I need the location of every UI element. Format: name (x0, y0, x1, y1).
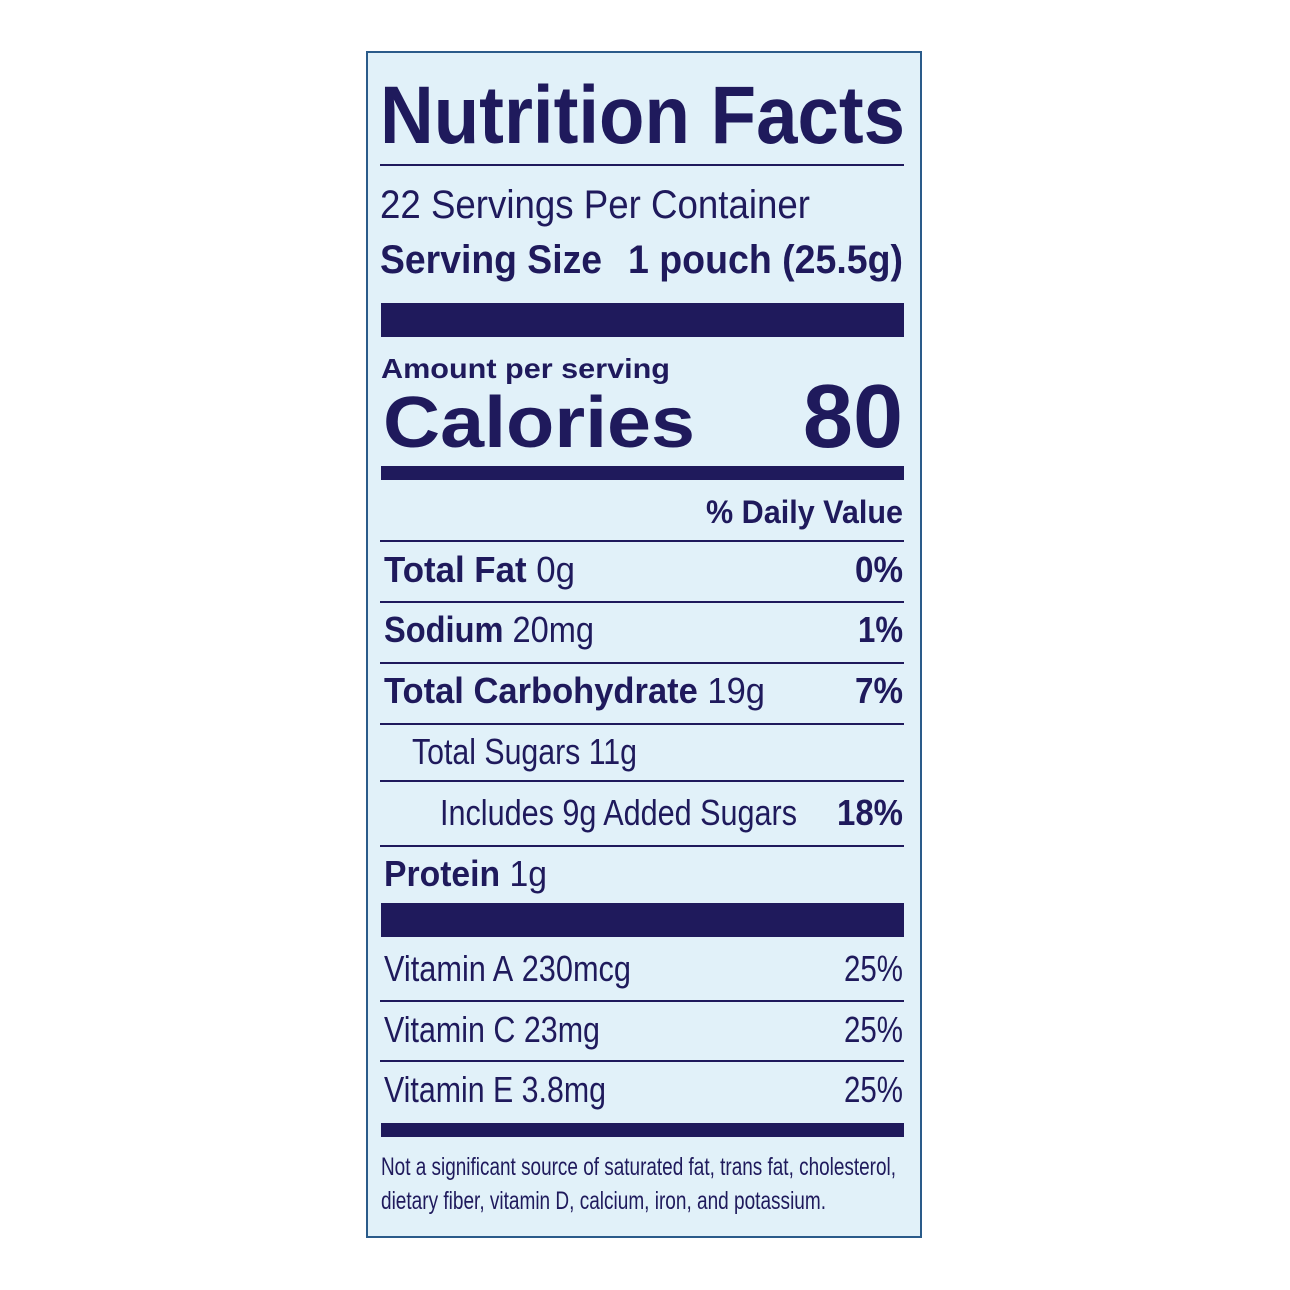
nutrient-amount: 1g (509, 853, 547, 894)
nutrient-amount: 230mcg (522, 948, 631, 989)
calories-value: 80 (803, 367, 903, 467)
row-text: Total Carbohydrate19g (384, 670, 765, 711)
daily-value: 1% (858, 609, 903, 650)
serving-size-label: Serving Size (380, 238, 602, 282)
thick-bar (381, 903, 904, 937)
nutrient-name: Total Carbohydrate (384, 670, 698, 711)
nutrient-name: Vitamin A (384, 948, 513, 989)
daily-value: 25% (844, 1069, 903, 1110)
medium-bar (381, 1123, 904, 1137)
nutrient-amount: 3.8mg (522, 1069, 606, 1110)
nutrient-name: Sodium (384, 609, 503, 650)
nutrient-amount: 19g (707, 670, 765, 711)
row-text: Sodium20mg (384, 609, 594, 650)
nutrient-name: Total Fat (384, 549, 527, 590)
calories-label: Calories (383, 383, 695, 463)
row-text: Vitamin A230mcg (384, 948, 631, 989)
title: Nutrition Facts (380, 70, 905, 161)
row-text: Total Fat 0g (384, 549, 575, 590)
daily-value: 0% (855, 549, 903, 590)
serving-size-value: 1 pouch (25.5g) (628, 238, 903, 282)
nutrient-amount: 20mg (512, 609, 594, 650)
nutrient-name: Includes 9g Added Sugars (440, 792, 797, 833)
row-text: Protein1g (384, 853, 547, 894)
nutrient-name: Vitamin C (384, 1009, 515, 1050)
row-text: Vitamin C23mg (384, 1009, 600, 1050)
daily-value: 7% (855, 670, 903, 711)
nutrient-amount: 11g (589, 731, 637, 772)
thick-bar (381, 303, 904, 337)
nutrient-name: Protein (384, 853, 500, 894)
nutrient-name: Total Sugars (412, 731, 580, 772)
daily-value: 18% (837, 792, 903, 833)
daily-value: 25% (844, 948, 903, 989)
daily-value: 25% (844, 1009, 903, 1050)
row-text: Total Sugars11g (412, 731, 637, 772)
row-text: Vitamin E3.8mg (384, 1069, 606, 1110)
servings: 22 Servings Per Container (380, 183, 810, 227)
amount-per-serving: Amount per serving (381, 353, 670, 384)
medium-bar (381, 466, 904, 480)
daily-value-header: % Daily Value (706, 494, 903, 530)
nutrient-name: Vitamin E (384, 1069, 513, 1110)
nutrient-amount: 23mg (524, 1009, 600, 1050)
label-panel (366, 51, 922, 1238)
nutrient-amount: 0g (536, 549, 575, 590)
row-text: Includes 9g Added Sugars (440, 792, 797, 833)
footnote: dietary fiber, vitamin D, calcium, iron,… (381, 1187, 826, 1215)
footnote: Not a significant source of saturated fa… (381, 1153, 896, 1181)
